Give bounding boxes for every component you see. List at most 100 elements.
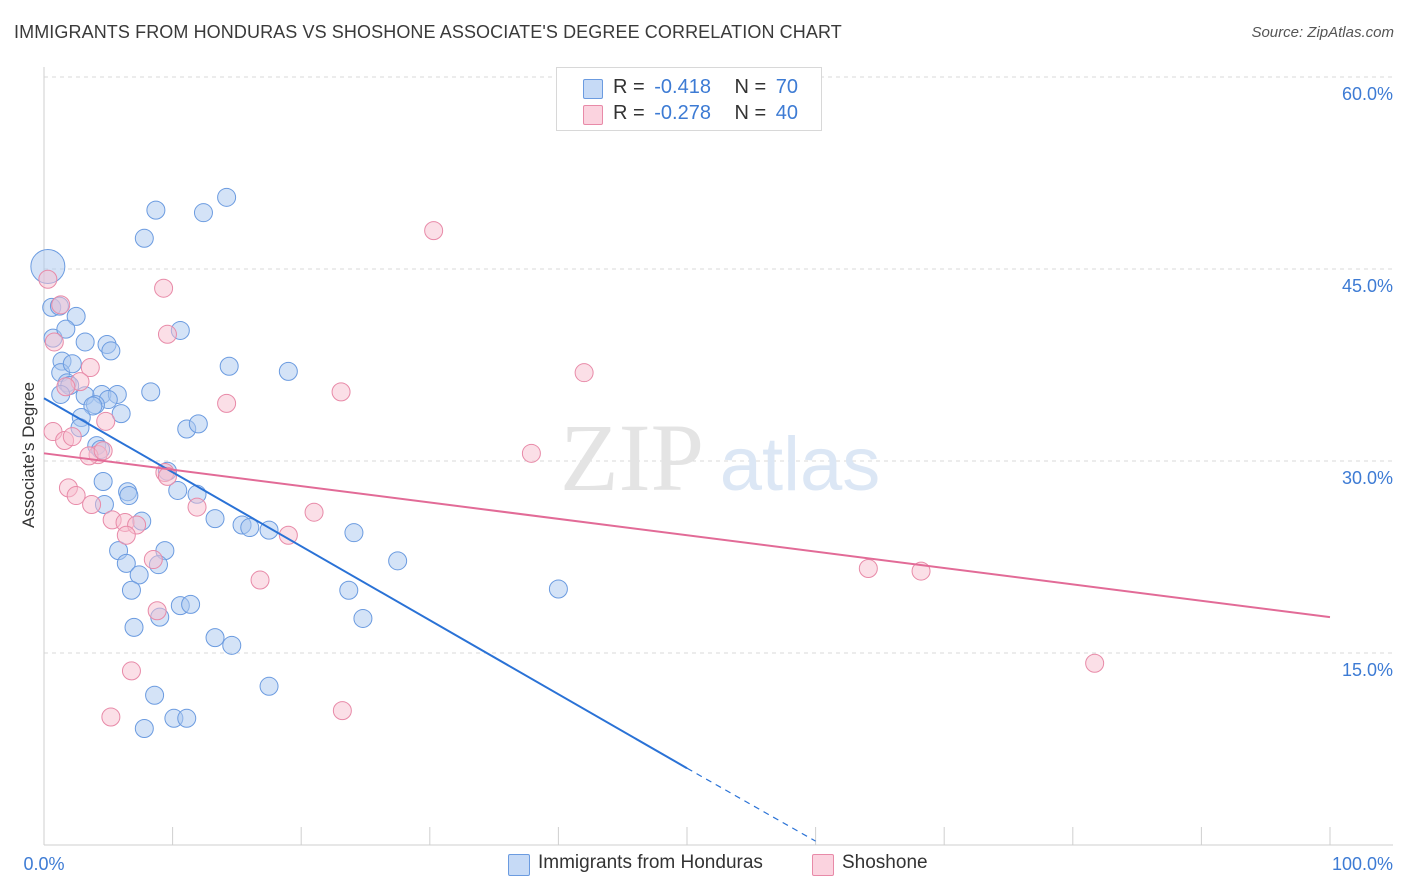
point-honduras: [205, 509, 225, 529]
point-shoshone: [331, 382, 351, 402]
y-tick-label: 45.0%: [1342, 276, 1393, 296]
point-shoshone: [62, 427, 82, 447]
legend-n-value-honduras: 70: [775, 76, 799, 98]
legend-r-label: R =: [613, 76, 645, 98]
correlation-legend: R = -0.418 N = 70 R = -0.278 N = 40: [556, 67, 822, 131]
legend-r-value-honduras: -0.418: [654, 76, 711, 98]
y-tick-label: 60.0%: [1342, 84, 1393, 104]
legend-r-label: R =: [613, 102, 645, 124]
point-shoshone: [154, 278, 174, 298]
legend-r-value-shoshone: -0.278: [654, 102, 711, 124]
y-axis-label: Associate's Degree: [19, 382, 38, 528]
point-shoshone: [304, 502, 324, 522]
point-honduras: [134, 228, 154, 248]
point-shoshone: [101, 707, 121, 727]
point-honduras: [121, 580, 141, 600]
point-shoshone: [116, 525, 136, 545]
point-honduras: [124, 617, 144, 637]
point-shoshone: [93, 441, 113, 461]
point-honduras: [339, 580, 359, 600]
point-honduras: [548, 579, 568, 599]
point-honduras: [388, 551, 408, 571]
tick-labels: 15.0% 30.0% 45.0% 60.0% 0.0% 100.0%: [23, 84, 1393, 874]
point-shoshone: [858, 559, 878, 579]
point-honduras: [217, 187, 237, 207]
point-honduras: [222, 635, 242, 655]
point-honduras: [181, 594, 201, 614]
point-honduras: [259, 676, 279, 696]
point-shoshone: [332, 701, 352, 721]
point-shoshone: [143, 550, 163, 570]
point-honduras: [119, 486, 139, 506]
point-honduras: [145, 685, 165, 705]
point-honduras: [177, 708, 197, 728]
point-honduras: [134, 719, 154, 739]
point-honduras: [101, 341, 121, 361]
point-shoshone: [147, 601, 167, 621]
y-tick-label: 30.0%: [1342, 468, 1393, 488]
point-shoshone: [44, 332, 64, 352]
point-honduras: [240, 518, 260, 538]
watermark: ZIP atlas: [560, 404, 880, 511]
chart-title: IMMIGRANTS FROM HONDURAS VS SHOSHONE ASS…: [14, 22, 842, 42]
source-label: Source: ZipAtlas.com: [1251, 24, 1394, 41]
point-honduras: [93, 471, 113, 491]
point-shoshone: [121, 661, 141, 681]
point-honduras: [116, 553, 136, 573]
point-shoshone: [187, 497, 207, 517]
point-honduras: [111, 404, 131, 424]
point-shoshone: [278, 525, 298, 545]
point-shoshone: [80, 358, 100, 378]
point-honduras: [219, 356, 239, 376]
point-shoshone: [38, 269, 58, 289]
point-shoshone: [96, 411, 116, 431]
point-shoshone: [521, 443, 541, 463]
point-honduras: [56, 319, 76, 339]
point-shoshone: [56, 377, 76, 397]
point-honduras: [146, 200, 166, 220]
bottom-legend-label-honduras: Immigrants from Honduras: [538, 852, 763, 873]
legend-n-value-shoshone: 40: [775, 102, 799, 124]
point-honduras: [205, 628, 225, 648]
watermark-atlas: atlas: [720, 422, 881, 507]
point-honduras: [83, 396, 103, 416]
point-shoshone: [574, 363, 594, 383]
point-shoshone: [217, 393, 237, 413]
trend-lines: [43, 397, 1331, 842]
point-honduras: [344, 523, 364, 543]
legend-n-label: N =: [734, 102, 767, 124]
point-shoshone: [157, 324, 177, 344]
point-honduras: [278, 361, 298, 381]
point-honduras: [193, 203, 213, 223]
x-tick-label: 0.0%: [23, 854, 64, 874]
axes: [43, 67, 1393, 846]
legend-swatch-honduras: [583, 79, 603, 99]
trend-line-honduras: [43, 397, 688, 770]
legend-swatch-shoshone: [583, 105, 603, 125]
point-honduras: [66, 306, 86, 326]
trend-line-shoshone: [43, 452, 1331, 619]
point-honduras: [353, 608, 373, 628]
legend-n-label: N =: [734, 76, 767, 98]
series-honduras: [30, 187, 568, 739]
bottom-legend-swatch-honduras: [508, 854, 530, 876]
point-shoshone: [51, 295, 71, 315]
point-shoshone: [424, 221, 444, 241]
point-honduras: [168, 480, 188, 500]
point-honduras: [141, 382, 161, 402]
point-honduras: [129, 565, 149, 585]
point-shoshone: [250, 570, 270, 590]
point-honduras: [188, 414, 208, 434]
point-shoshone: [82, 495, 102, 515]
trend-line-honduras-extension: [686, 767, 816, 842]
gridlines: [44, 76, 1393, 654]
x-tick-label: 100.0%: [1332, 854, 1393, 874]
y-tick-label: 15.0%: [1342, 660, 1393, 680]
watermark-zip: ZIP: [560, 404, 704, 511]
data-points: [30, 187, 1105, 739]
point-shoshone: [1085, 653, 1105, 673]
point-honduras: [75, 332, 95, 352]
bottom-legend-label-shoshone: Shoshone: [842, 852, 928, 873]
point-shoshone: [66, 486, 86, 506]
